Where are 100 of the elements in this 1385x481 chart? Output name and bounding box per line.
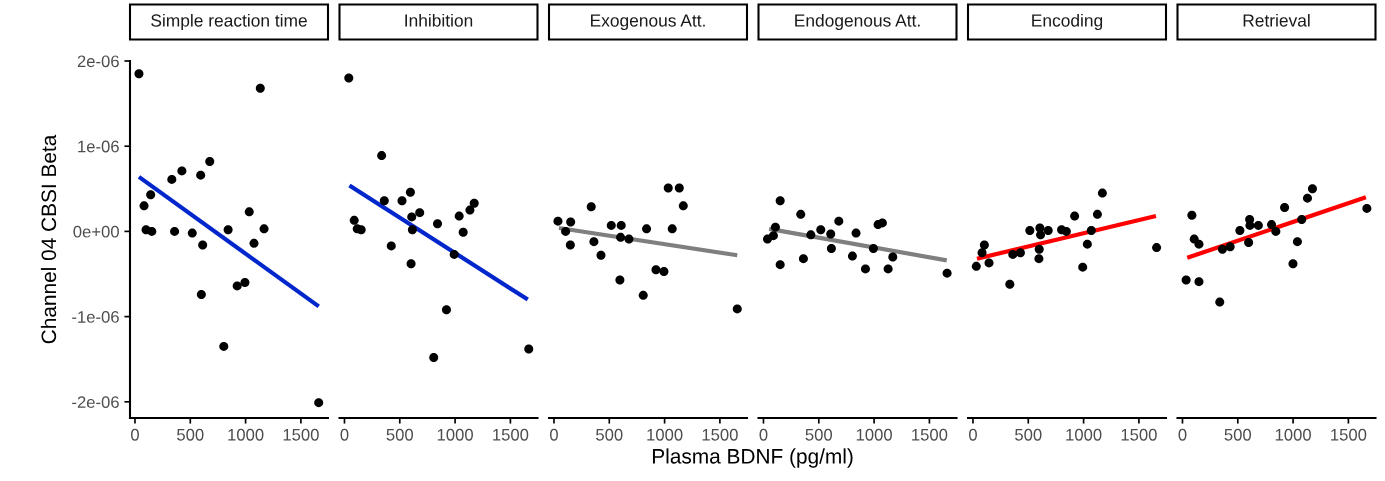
point — [1217, 244, 1227, 254]
point — [1082, 239, 1092, 249]
chart-title: Retrieval — [1243, 13, 1310, 27]
point — [429, 353, 439, 363]
point — [170, 226, 180, 236]
point — [678, 201, 688, 211]
point — [134, 69, 144, 79]
point — [240, 278, 250, 288]
x-tick-label: 0 — [549, 428, 558, 441]
point — [1015, 248, 1025, 258]
point — [1070, 211, 1080, 221]
point — [942, 268, 952, 278]
point — [407, 212, 417, 222]
point — [775, 196, 785, 206]
point — [1034, 244, 1044, 254]
point — [167, 174, 177, 184]
point — [663, 183, 673, 193]
x-tick-label: 1000 — [1275, 428, 1311, 441]
x-tick-label: 500 — [1015, 428, 1042, 441]
point — [187, 228, 197, 238]
point — [441, 305, 451, 315]
point — [232, 281, 242, 291]
point — [1253, 220, 1263, 230]
point — [659, 266, 669, 276]
point — [223, 225, 233, 235]
point — [405, 187, 415, 197]
point — [732, 304, 742, 314]
y-tick-label: -1e-06 — [72, 311, 119, 323]
point — [977, 248, 987, 258]
point — [433, 219, 442, 229]
point — [1297, 214, 1307, 224]
point — [561, 226, 571, 236]
x-tick-label: 1500 — [283, 428, 319, 441]
point — [1025, 226, 1035, 236]
point — [198, 240, 208, 250]
point — [770, 222, 780, 232]
point — [314, 398, 324, 408]
point — [449, 249, 459, 259]
point — [249, 238, 259, 248]
point — [196, 289, 206, 299]
point — [146, 190, 156, 200]
point — [1092, 209, 1102, 219]
point — [1292, 237, 1302, 247]
y-axis-title: Channel 04 CBSI Beta — [40, 134, 57, 344]
point — [826, 243, 836, 253]
point — [979, 240, 989, 250]
point — [244, 207, 254, 217]
y-tick-label: 0e+00 — [73, 225, 119, 238]
point — [868, 243, 878, 253]
point — [1215, 297, 1225, 307]
point — [1225, 242, 1235, 252]
point — [255, 83, 265, 93]
point — [139, 201, 149, 211]
x-tick-label: 0 — [130, 428, 139, 441]
point — [984, 258, 994, 268]
x-tick-label: 1000 — [228, 428, 264, 441]
point — [638, 290, 648, 300]
x-tick-label: 500 — [177, 428, 204, 441]
point — [147, 226, 157, 236]
point — [768, 231, 778, 241]
chart-title: Encoding — [1032, 13, 1103, 31]
point — [826, 229, 836, 239]
point — [177, 166, 187, 176]
point — [651, 265, 661, 275]
point — [397, 196, 407, 206]
point — [196, 170, 206, 180]
point — [1152, 243, 1162, 253]
point — [624, 234, 634, 244]
x-tick-label: 1000 — [437, 428, 473, 441]
x-tick-label: 1000 — [1066, 428, 1102, 441]
point — [1194, 277, 1204, 287]
y-tick-label: -2e-06 — [72, 396, 119, 409]
x-tick-label: 1000 — [856, 428, 892, 441]
y-tick-label: 1e-06 — [78, 140, 119, 153]
point — [642, 224, 652, 234]
point — [377, 151, 387, 161]
point — [586, 202, 596, 212]
point — [406, 259, 416, 269]
point — [1362, 203, 1372, 213]
point — [1036, 230, 1046, 240]
point — [1271, 226, 1281, 236]
x-tick-label: 500 — [1224, 428, 1252, 441]
x-tick-label: 0 — [759, 428, 768, 441]
point — [596, 250, 606, 260]
point — [553, 216, 563, 226]
point — [816, 225, 826, 235]
x-tick-label: 0 — [1178, 428, 1187, 441]
point — [616, 220, 626, 230]
chart-title: Exogenous Att. — [591, 14, 705, 31]
point — [860, 264, 870, 274]
point — [796, 209, 806, 219]
point — [1307, 184, 1317, 194]
point — [458, 227, 468, 237]
chart-title: Inhibition — [405, 13, 473, 27]
point — [1235, 226, 1245, 236]
y-tick-label: 2e-06 — [77, 55, 119, 68]
point — [1043, 226, 1053, 236]
point — [1097, 188, 1107, 198]
chart-title: Simple reaction time — [151, 13, 307, 31]
point — [1034, 254, 1044, 264]
